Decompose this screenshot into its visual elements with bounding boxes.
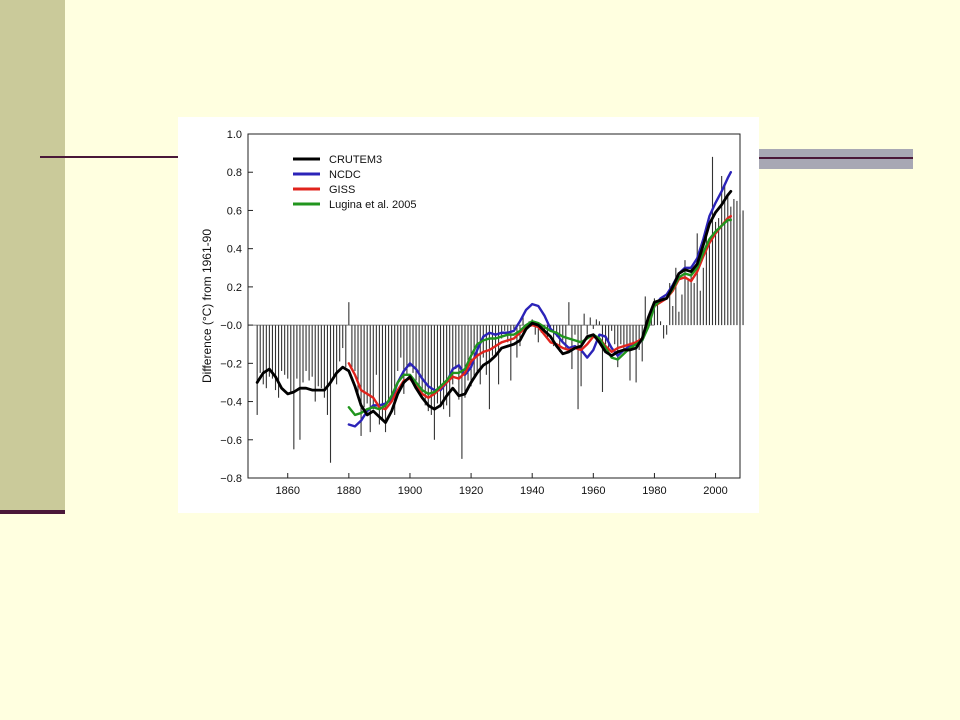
x-tick-label-1880: 1880 <box>337 485 361 497</box>
title-rule-band <box>758 149 913 169</box>
legend-label-ncdc: NCDC <box>329 169 361 181</box>
x-tick-label-1940: 1940 <box>520 485 544 497</box>
y-tick-label-0: 1.0 <box>227 129 242 141</box>
y-axis-label: Difference (°C) from 1961-90 <box>200 229 214 383</box>
legend-label-crutem3: CRUTEM3 <box>329 154 382 166</box>
annual-anomaly-bars <box>248 156 744 463</box>
legend-label-giss: GISS <box>329 184 355 196</box>
series-line-crutem3 <box>255 189 733 424</box>
chart-figure: 1860 1880 1900 1920 1940 1960 1980 2000 1.0 0.8 0… <box>178 117 759 513</box>
y-tick-label-7: −0.4 <box>220 397 242 409</box>
y-tick-label-6: −0.2 <box>220 358 242 370</box>
legend-label-lugina-et-al-2005: Lugina et al. 2005 <box>329 199 416 211</box>
title-rule-left <box>40 156 180 158</box>
y-tick-label-1: 0.8 <box>227 167 242 179</box>
plot-frame <box>247 133 741 479</box>
chart-legend: CRUTEM3 NCDC GISS Lugina et al. 2005 <box>293 154 416 211</box>
x-tick-label-1960: 1960 <box>581 485 605 497</box>
y-tick-label-4: 0.2 <box>227 282 242 294</box>
y-tick-label-9: −0.8 <box>220 473 242 485</box>
y-tick-label-2: 0.6 <box>227 205 242 217</box>
x-tick-label-1900: 1900 <box>398 485 422 497</box>
series-line-lugina-et-al-2005 <box>347 218 733 417</box>
x-tick-label-1920: 1920 <box>459 485 483 497</box>
title-rule-right <box>758 157 913 159</box>
smoothed-series-lines <box>255 171 733 428</box>
y-axis-ticks: 1.0 0.8 0.6 0.4 0.2 −0.0 −0.2 −0.4 −0.6 −0.8 <box>220 129 253 485</box>
side-accent-rule <box>0 510 65 514</box>
x-tick-label-1860: 1860 <box>275 485 299 497</box>
temperature-anomaly-chart: 1860 1880 1900 1920 1940 1960 1980 2000 1.0 0.8 0… <box>200 129 744 497</box>
y-tick-label-5: −0.0 <box>220 320 242 332</box>
x-axis-ticks: 1860 1880 1900 1920 1940 1960 1980 2000 <box>275 473 728 497</box>
y-tick-label-8: −0.6 <box>220 435 242 447</box>
side-accent-strip <box>0 0 65 512</box>
x-tick-label-1980: 1980 <box>642 485 666 497</box>
y-tick-label-3: 0.4 <box>227 244 242 256</box>
x-tick-label-2000: 2000 <box>703 485 727 497</box>
